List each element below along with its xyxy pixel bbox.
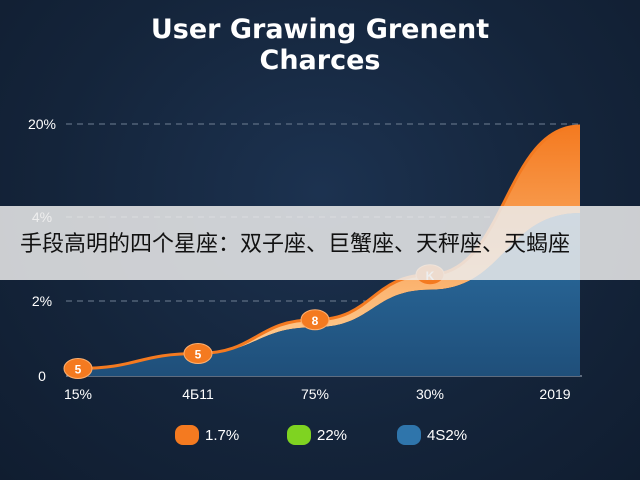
- overlay-banner-text: 手段高明的四个星座：双子座、巨蟹座、天秤座、天蝎座: [20, 232, 571, 257]
- x-tick-label: 30%: [416, 386, 444, 402]
- data-point-label: 5: [75, 363, 82, 377]
- legend-label-green: 22%: [317, 426, 348, 444]
- series-area-blue: [78, 213, 580, 376]
- data-point: [183, 343, 213, 364]
- legend-swatch-green: [287, 425, 311, 445]
- legend-item-orange: 1.7%: [175, 423, 239, 447]
- chart-title-line2: Charces: [259, 45, 381, 76]
- data-point: [63, 358, 93, 379]
- data-point-marker: 5: [183, 343, 213, 364]
- y-tick-label: 20%: [28, 116, 56, 132]
- chart-title-line1: User Grawing Grenent: [150, 14, 490, 45]
- legend-label-orange: 1.7%: [205, 426, 240, 444]
- overlay-banner: 手段高明的四个星座：双子座、巨蟹座、天秤座、天蝎座: [0, 206, 640, 280]
- legend: 1.7% 22% 4S2%: [0, 423, 640, 447]
- x-tick-label: 15%: [64, 386, 92, 402]
- y-tick-label: 2%: [32, 293, 52, 309]
- x-tick-label: 4Б11: [182, 386, 214, 402]
- legend-item-green: 22%: [287, 423, 347, 447]
- data-point-marker: 8: [300, 309, 330, 331]
- data-point-label: 8: [312, 314, 319, 328]
- x-tick-label: 2019: [539, 386, 570, 402]
- legend-swatch-orange: [175, 425, 199, 445]
- y-tick-label: 0: [38, 368, 46, 384]
- x-tick-label: 75%: [301, 386, 329, 402]
- chart-title: User Grawing Grenent Charces: [0, 14, 640, 76]
- data-point-label: 5: [195, 348, 202, 362]
- legend-label-blue: 4S2%: [427, 426, 468, 444]
- legend-item-blue: 4S2%: [397, 423, 467, 447]
- legend-swatch-blue: [397, 425, 421, 445]
- data-point: [300, 309, 330, 331]
- data-point-marker: 5: [63, 358, 93, 379]
